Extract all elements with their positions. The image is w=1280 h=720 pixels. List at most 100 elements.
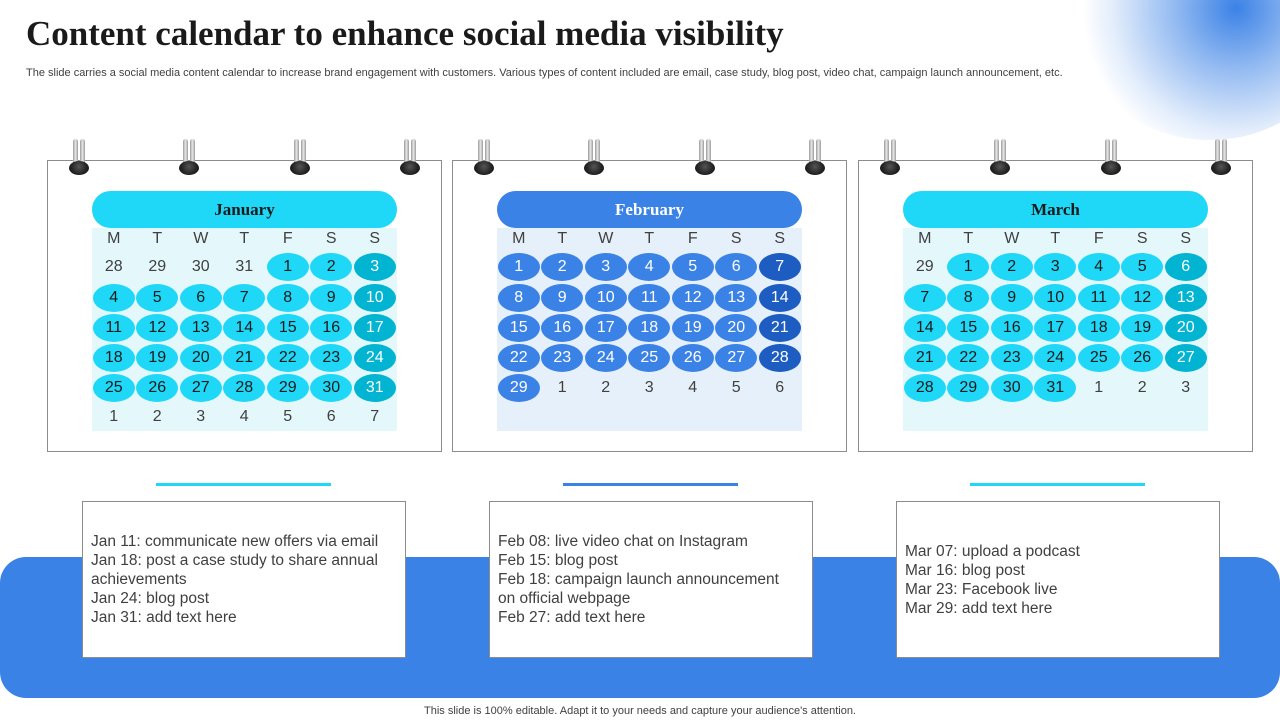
note-line: on official webpage [498, 590, 631, 607]
day-cell: 1 [1077, 374, 1121, 402]
day-cell: 2 [310, 253, 354, 281]
day-number: 30 [191, 258, 210, 275]
day-number: 22 [497, 344, 540, 372]
day-cell: 24 [1034, 344, 1078, 372]
day-number: 15 [947, 314, 990, 342]
binder-ring-icon [68, 137, 90, 177]
note-march: Mar 07: upload a podcast Mar 16: blog pos… [896, 501, 1220, 658]
day-cell: 7 [353, 403, 397, 431]
weekday-label: F [282, 230, 293, 247]
day-cell: 10 [1034, 284, 1078, 312]
day-cell: 6 [310, 403, 354, 431]
day-number: 29 [947, 374, 990, 402]
day-cell: 17 [1034, 314, 1078, 342]
binder-ring-icon [178, 137, 200, 177]
day-number: 1 [266, 253, 309, 281]
day-number: 31 [353, 374, 396, 402]
day-number: 23 [541, 344, 584, 372]
day-cell: 30 [179, 253, 223, 281]
weekday-label: M [512, 230, 526, 247]
day-cell: 29 [903, 253, 947, 281]
day-cell: 14 [758, 284, 802, 312]
day-number: 17 [1034, 314, 1077, 342]
day-cell: 4 [223, 403, 267, 431]
day-number: 29 [266, 374, 309, 402]
day-number: 29 [915, 258, 934, 275]
binder-ring-icon [289, 137, 311, 177]
day-number: 2 [1137, 379, 1147, 396]
day-number: 26 [1121, 344, 1164, 372]
day-cell: 11 [1077, 284, 1121, 312]
day-cell: 16 [310, 314, 354, 342]
day-cell: 3 [628, 374, 672, 402]
day-number: 24 [584, 344, 627, 372]
binder-ring-icon [399, 137, 421, 177]
day-cell: 31 [1034, 374, 1078, 402]
day-cell: 7 [223, 284, 267, 312]
day-cell: 27 [179, 374, 223, 402]
day-cell: 19 [671, 314, 715, 342]
divider-line [563, 483, 738, 486]
day-number: 1 [497, 253, 540, 281]
binder-ring-icon [879, 137, 901, 177]
day-cell: 20 [715, 314, 759, 342]
day-cell: 20 [1164, 314, 1208, 342]
week-row: 11 12 13 14 15 16 17 [92, 314, 397, 342]
day-number: 12 [671, 284, 714, 312]
weekday-label: S [1180, 230, 1192, 247]
divider-line [156, 483, 331, 486]
day-number: 21 [758, 314, 801, 342]
day-number: 29 [497, 374, 540, 402]
note-line: Jan 11: communicate new offers via email [91, 533, 379, 550]
note-line: Feb 08: live video chat on Instagram [498, 533, 748, 550]
week-row: 21 22 23 24 25 26 27 [903, 344, 1208, 372]
day-cell: 16 [990, 314, 1034, 342]
day-cell: 26 [671, 344, 715, 372]
day-number: 6 [326, 408, 336, 425]
binder-ring-icon [989, 137, 1011, 177]
day-number: 27 [1164, 344, 1207, 372]
day-number: 2 [152, 408, 162, 425]
day-cell: 5 [1121, 253, 1165, 281]
day-number: 9 [541, 284, 584, 312]
day-cell: 22 [947, 344, 991, 372]
day-number: 7 [223, 284, 266, 312]
day-number: 11 [628, 284, 671, 312]
day-cell: 5 [266, 403, 310, 431]
day-cell: 6 [1164, 253, 1208, 281]
day-cell: 3 [584, 253, 628, 281]
day-cell: 27 [715, 344, 759, 372]
day-cell: 23 [541, 344, 585, 372]
day-number: 15 [266, 314, 309, 342]
day-number: 4 [92, 284, 135, 312]
day-cell: 22 [497, 344, 541, 372]
note-february: Feb 08: live video chat on Instagram Feb … [489, 501, 813, 658]
day-cell: 15 [947, 314, 991, 342]
day-cell: 13 [179, 314, 223, 342]
day-number: 7 [903, 284, 946, 312]
day-cell: 23 [990, 344, 1034, 372]
day-cell: 29 [136, 253, 180, 281]
day-cell: 2 [136, 403, 180, 431]
day-cell: 2 [541, 253, 585, 281]
day-cell: 3 [1034, 253, 1078, 281]
calendar-january: January M T W T F S S 28 29 30 31 1 2 3 4 5 6 7 8 9 10 11 12 13… [47, 139, 442, 452]
day-cell: 31 [223, 253, 267, 281]
day-cell: 1 [266, 253, 310, 281]
binder-rings [68, 137, 421, 177]
day-cell: 26 [136, 374, 180, 402]
day-number: 7 [758, 253, 801, 281]
day-number: 24 [1034, 344, 1077, 372]
day-number: 18 [92, 344, 135, 372]
day-cell: 21 [903, 344, 947, 372]
day-number: 20 [179, 344, 222, 372]
day-cell: 26 [1121, 344, 1165, 372]
note-line: achievements [91, 571, 187, 588]
binder-ring-icon [1100, 137, 1122, 177]
note-line: Feb 18: campaign launch announcement [498, 571, 779, 588]
day-number: 4 [239, 408, 249, 425]
day-cell: 18 [628, 314, 672, 342]
note-line: Mar 23: Facebook live [905, 580, 1058, 598]
day-cell: 3 [179, 403, 223, 431]
